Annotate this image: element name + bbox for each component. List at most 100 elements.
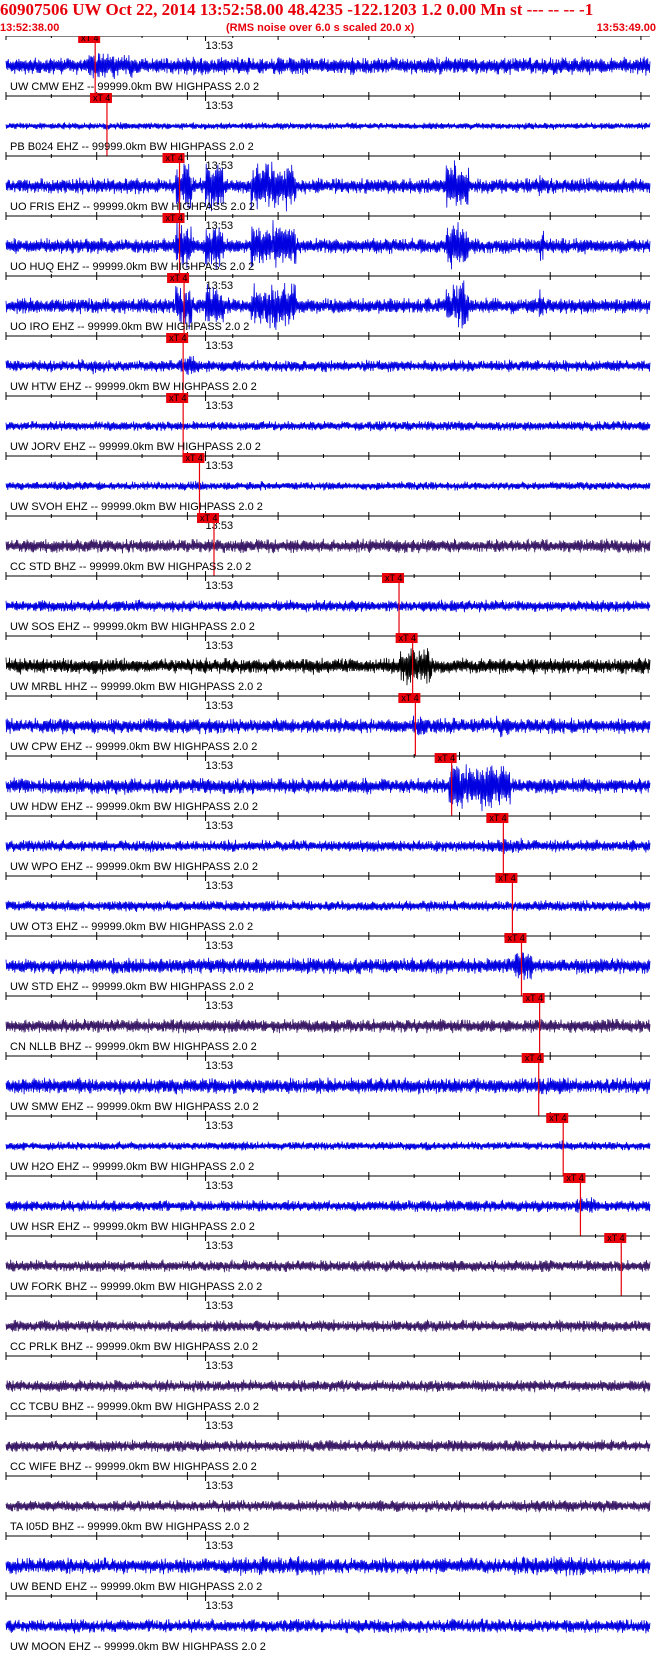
minute-label: 13:53 <box>206 1060 234 1072</box>
station-label: CN NLLB BHZ -- 99999.0km BW HIGHPASS 2.0… <box>10 1041 257 1053</box>
pick-marker-box <box>167 273 190 283</box>
minute-label: 13:53 <box>206 1600 234 1612</box>
minute-label: 13:53 <box>206 160 234 172</box>
pick-marker-label: xT 4 <box>438 753 455 763</box>
pick-marker-label: xT 4 <box>385 573 402 583</box>
station-label: UW BEND EHZ -- 99999.0km BW HIGHPASS 2.0… <box>10 1581 262 1593</box>
pick-marker-box <box>162 213 185 223</box>
minute-label: 13:53 <box>206 280 234 292</box>
station-label: UW JORV EHZ -- 99999.0km BW HIGHPASS 2.0… <box>10 441 261 453</box>
waveform-trace <box>5 1259 651 1273</box>
pick-marker-box <box>522 993 545 1003</box>
minute-label: 13:53 <box>206 340 234 352</box>
minute-label: 13:53 <box>206 1240 234 1252</box>
plot-header: 60907506 UW Oct 22, 2014 13:52:58.00 48.… <box>0 0 656 36</box>
pick-marker-label: xT 4 <box>170 273 187 283</box>
pick-marker-box <box>604 1233 627 1243</box>
station-label: UW HSR EHZ -- 99999.0km BW HIGHPASS 2.0 … <box>10 1221 255 1233</box>
minute-label: 13:53 <box>206 40 234 52</box>
pick-marker-label: xT 4 <box>401 693 418 703</box>
pick-marker-box <box>182 453 205 463</box>
pick-marker-box <box>521 1053 544 1063</box>
waveform-trace <box>5 1618 651 1634</box>
pick-marker-label: xT 4 <box>200 513 217 523</box>
waveform-trace <box>5 715 651 738</box>
waveform-trace <box>5 1439 651 1453</box>
waveform-trace <box>5 122 651 130</box>
minute-label: 13:53 <box>206 760 234 772</box>
pick-marker-label: xT 4 <box>549 1113 566 1123</box>
station-label: UO HUQ EHZ -- 99999.0km BW HIGHPASS 2.0 … <box>10 261 254 273</box>
waveform-trace <box>5 648 651 686</box>
station-label: CC PRLK BHZ -- 99999.0km BW HIGHPASS 2.0… <box>10 1341 258 1353</box>
station-label: CC WIFE BHZ -- 99999.0km BW HIGHPASS 2.0… <box>10 1461 257 1473</box>
waveform-trace <box>5 280 651 330</box>
pick-marker-box <box>486 813 509 823</box>
waveform-trace <box>5 1379 651 1393</box>
pick-marker-label: xT 4 <box>169 393 186 403</box>
station-label: UW MRBL HHZ -- 99999.0km BW HIGHPASS 2.0… <box>10 681 262 693</box>
waveform-trace <box>5 480 651 491</box>
minute-label: 13:53 <box>206 1480 234 1492</box>
station-label: UW CPW EHZ -- 99999.0km BW HIGHPASS 2.0 … <box>10 741 257 753</box>
station-label: UO IRO EHZ -- 99999.0km BW HIGHPASS 2.0 … <box>10 321 249 333</box>
station-label: UW SOS EHZ -- 99999.0km BW HIGHPASS 2.0 … <box>10 621 255 633</box>
station-label: UW STD EHZ -- 99999.0km BW HIGHPASS 2.0 … <box>10 981 254 993</box>
pick-marker-label: xT 4 <box>525 1053 542 1063</box>
pick-marker-box <box>434 753 457 763</box>
pick-marker-box <box>89 93 112 103</box>
pick-marker-box <box>546 1113 569 1123</box>
waveform-trace <box>5 355 651 376</box>
pick-marker-label: xT 4 <box>81 36 98 43</box>
station-label: UO FRIS EHZ -- 99999.0km BW HIGHPASS 2.0… <box>10 201 255 213</box>
station-label: UW H2O EHZ -- 99999.0km BW HIGHPASS 2.0 … <box>10 1161 254 1173</box>
scaling-note: (RMS noise over 6.0 s scaled 20.0 x) <box>226 22 415 34</box>
station-label: UW MOON EHZ -- 99999.0km BW HIGHPASS 2.0… <box>10 1641 266 1653</box>
pick-marker-label: xT 4 <box>169 333 186 343</box>
minute-label: 13:53 <box>206 1420 234 1432</box>
pick-marker-box <box>162 153 185 163</box>
station-label: CC STD BHZ -- 99999.0km BW HIGHPASS 2.0 … <box>10 561 251 573</box>
pick-marker-label: xT 4 <box>93 93 110 103</box>
minute-label: 13:53 <box>206 880 234 892</box>
pick-marker-box <box>382 573 405 583</box>
minute-label: 13:53 <box>206 1360 234 1372</box>
minute-label: 13:53 <box>206 1000 234 1012</box>
minute-label: 13:53 <box>206 1300 234 1312</box>
station-label: PB B024 EHZ -- 99999.0km BW HIGHPASS 2.0… <box>10 141 254 153</box>
waveform-trace <box>5 764 651 812</box>
minute-label: 13:53 <box>206 460 234 472</box>
station-label: UW HTW EHZ -- 99999.0km BW HIGHPASS 2.0 … <box>10 381 257 393</box>
minute-label: 13:53 <box>206 220 234 232</box>
station-label: UW SMW EHZ -- 99999.0km BW HIGHPASS 2.0 … <box>10 1101 259 1113</box>
minute-label: 13:53 <box>206 640 234 652</box>
pick-marker-box <box>398 693 421 703</box>
pick-marker-box <box>196 513 219 523</box>
station-label: UW HDW EHZ -- 99999.0km BW HIGHPASS 2.0 … <box>10 801 258 813</box>
pick-marker-box <box>78 36 101 43</box>
station-label: UW OT3 EHZ -- 99999.0km BW HIGHPASS 2.0 … <box>10 921 253 933</box>
waveform-trace <box>5 1018 651 1034</box>
minute-label: 13:53 <box>206 400 234 412</box>
waveform-trace <box>5 952 651 981</box>
minute-label: 13:53 <box>206 580 234 592</box>
waveform-trace <box>5 1077 651 1095</box>
minute-label: 13:53 <box>206 940 234 952</box>
station-label: UW FORK BHZ -- 99999.0km BW HIGHPASS 2.0… <box>10 1281 262 1293</box>
waveform-trace <box>5 538 651 554</box>
pick-marker-label: xT 4 <box>566 1173 583 1183</box>
pick-marker-label: xT 4 <box>607 1233 624 1243</box>
pick-marker-box <box>395 633 418 643</box>
end-time-label: 13:53:49.00 <box>596 22 656 34</box>
minute-label: 13:53 <box>206 1540 234 1552</box>
station-label: TA I05D BHZ -- 99999.0km BW HIGHPASS 2.0… <box>10 1521 249 1533</box>
waveform-trace <box>5 160 651 212</box>
station-label: UW WPO EHZ -- 99999.0km BW HIGHPASS 2.0 … <box>10 861 258 873</box>
event-title: 60907506 UW Oct 22, 2014 13:52:58.00 48.… <box>0 0 594 19</box>
pick-marker-box <box>495 873 518 883</box>
minute-label: 13:53 <box>206 700 234 712</box>
pick-marker-label: xT 4 <box>166 213 183 223</box>
waveform-trace <box>5 837 651 855</box>
pick-marker-box <box>563 1173 586 1183</box>
